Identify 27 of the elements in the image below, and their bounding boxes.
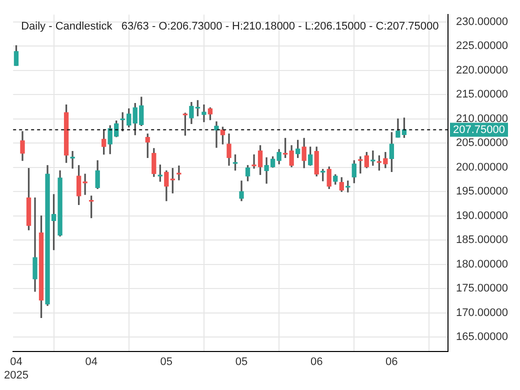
- y-tick-label: 215.00000: [456, 88, 508, 101]
- y-tick-label: 205.00000: [456, 137, 508, 150]
- y-tick-label: 190.00000: [456, 210, 508, 222]
- y-tick-label: 225.00000: [456, 40, 508, 52]
- y-tick-label: 195.00000: [456, 186, 508, 198]
- x-tick-label: 04: [85, 356, 98, 368]
- candlestick: [214, 121, 219, 148]
- x-tick-label: 04 2025: [4, 356, 28, 382]
- y-tick-label: 200.00000: [456, 161, 508, 174]
- y-tick-label: 165.00000: [456, 331, 508, 344]
- text: Daily - Candlestick 63/63 - O:206.73000 - H:210.18000 - L:206.15000 - C:207.75000: [21, 20, 439, 33]
- candlestick: [176, 166, 182, 180]
- y-tick-label: 170.00000: [456, 306, 508, 319]
- y-tick-label: 180.00000: [456, 258, 508, 270]
- x-tick-label: 05: [235, 356, 248, 368]
- ref-line-label: 207.75000: [453, 124, 505, 136]
- y-tick-label: 210.00000: [456, 112, 508, 125]
- x-tick-label: 06: [310, 356, 323, 368]
- candlestick: [202, 104, 206, 122]
- candlestick: [32, 198, 38, 292]
- candlestick: [70, 151, 75, 169]
- y-tick-label: 220.00000: [456, 64, 508, 76]
- x-tick-label: 06: [386, 356, 398, 368]
- y-tick-label: 230.00000: [456, 16, 508, 28]
- x-tick-label: 05: [160, 356, 173, 368]
- y-tick-label: 185.00000: [456, 234, 508, 246]
- y-tick-label: 175.00000: [456, 282, 508, 295]
